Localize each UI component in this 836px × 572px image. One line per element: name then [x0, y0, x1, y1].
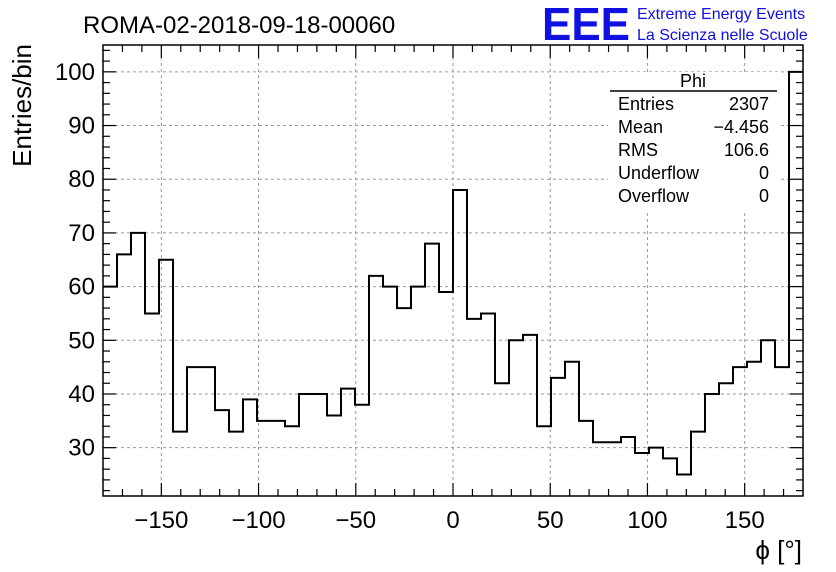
axes: −150 −100 −50 0 50 100 150 30 40 50 60 70 80 90 100	[55, 44, 804, 534]
stats-box-title: Phi	[680, 71, 706, 91]
logo-line-2: La Scienza nelle Scuole	[637, 27, 808, 44]
x-tick-label: 150	[725, 507, 765, 534]
logo-line-1: Extreme Energy Events	[637, 6, 805, 23]
histogram-outline	[103, 70, 803, 476]
x-tick-label: 100	[627, 507, 667, 534]
stats-value: 0	[759, 163, 769, 183]
x-tick-label: 50	[537, 507, 564, 534]
eee-logo: EEE Extreme Energy Events La Scienza nel…	[542, 0, 808, 50]
y-tick-label: 70	[68, 220, 95, 247]
stats-box: Phi Entries 2307 Mean −4.456 RMS 106.6 Underfl…	[608, 71, 778, 212]
y-tick-label: 60	[68, 274, 95, 301]
stats-value: 106.6	[724, 140, 769, 160]
y-tick-label: 50	[68, 327, 95, 354]
x-tick-label: −100	[232, 507, 286, 534]
x-tick-label: −150	[134, 507, 188, 534]
stats-value: −4.456	[713, 117, 769, 137]
x-tick-label: 0	[446, 507, 459, 534]
stats-value: 0	[759, 186, 769, 206]
stats-value: 2307	[729, 94, 769, 114]
logo-mark: EEE	[542, 0, 630, 50]
stats-rows: Entries 2307 Mean −4.456 RMS 106.6 Underflow 0 O…	[618, 94, 769, 206]
y-tick-label: 90	[68, 113, 95, 140]
x-axis-label: ϕ [°]	[755, 535, 802, 565]
y-tick-label: 40	[68, 381, 95, 408]
chart-title: ROMA-02-2018-09-18-00060	[83, 12, 395, 39]
stats-box-background	[608, 72, 778, 212]
stats-label: Mean	[618, 117, 663, 137]
stats-label: Overflow	[618, 186, 690, 206]
y-axis-label: Entries/bin	[7, 44, 37, 167]
stats-label: Entries	[618, 94, 674, 114]
stats-label: RMS	[618, 140, 658, 160]
y-tick-label: 80	[68, 166, 95, 193]
x-tick-label: −50	[335, 507, 376, 534]
histogram-bins	[103, 70, 803, 476]
y-tick-label: 30	[68, 435, 95, 462]
y-tick-label: 100	[55, 59, 95, 86]
stats-label: Underflow	[618, 163, 700, 183]
